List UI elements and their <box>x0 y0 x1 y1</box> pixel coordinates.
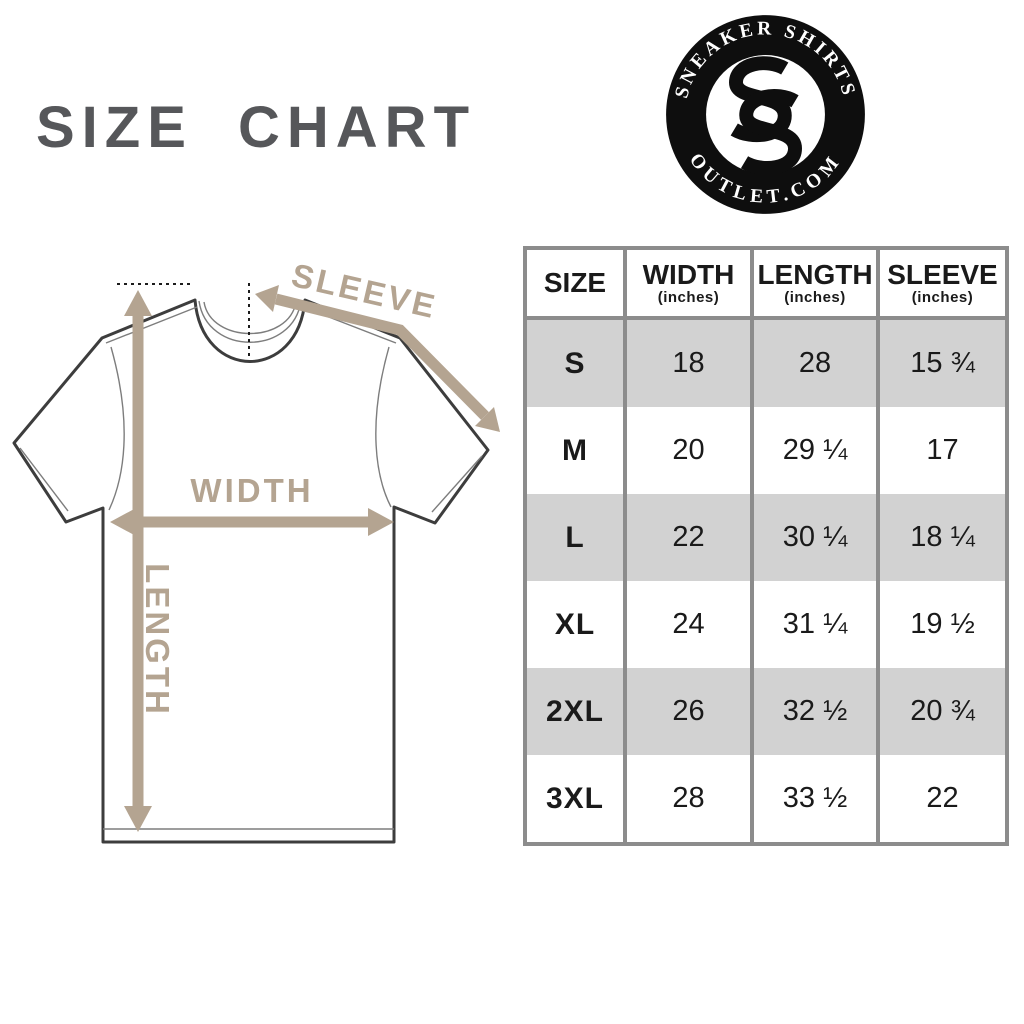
column-header-sub: (inches) <box>911 288 974 306</box>
size-value: M <box>562 433 588 467</box>
table-row-2xl: 2XL 26 32 ½ 20 ¾ <box>525 668 1007 755</box>
sleeve-value: 19 ½ <box>876 581 1007 668</box>
fold-line-right <box>375 346 392 508</box>
length-value: 33 ½ <box>750 755 878 844</box>
tshirt-measurement-diagram: LENGTH WIDTH SLEEVE <box>12 256 500 844</box>
width-value: 26 <box>623 668 752 755</box>
column-header-width: WIDTH (inches) <box>623 248 752 320</box>
column-header-size: SIZE <box>525 248 625 320</box>
length-value: 28 <box>750 318 878 407</box>
cuff-seam-left <box>19 447 69 512</box>
sleeve-value: 22 <box>876 755 1007 844</box>
logo-inner-circle <box>706 55 825 174</box>
cuff-seam-right <box>431 455 483 513</box>
width-value: 28 <box>623 755 752 844</box>
length-value: 30 ¼ <box>750 494 878 581</box>
width-arrow <box>110 508 394 536</box>
column-header-sleeve: SLEEVE (inches) <box>876 248 1007 320</box>
brand-logo: SNEAKER SHIRTS OUTLET.COM <box>666 15 865 214</box>
length-value: 32 ½ <box>750 668 878 755</box>
size-value: 3XL <box>545 781 605 815</box>
column-header-label: LENGTH <box>757 259 873 291</box>
column-header-sub: (inches) <box>784 288 846 306</box>
sleeve-arrow <box>255 285 500 432</box>
length-arrow <box>124 290 152 832</box>
length-value: 29 ¼ <box>750 407 878 494</box>
collar-seam <box>198 300 302 343</box>
sleeve-value: 18 ¼ <box>876 494 1007 581</box>
sleeve-value: 17 <box>876 407 1007 494</box>
width-value: 18 <box>623 318 752 407</box>
width-value: 22 <box>623 494 752 581</box>
table-row-s: S 18 28 15 ¾ <box>525 318 1007 407</box>
column-header-length: LENGTH (inches) <box>750 248 878 320</box>
page-title: SIZE CHART <box>36 95 476 160</box>
width-label: WIDTH <box>190 472 313 509</box>
table-row-l: L 22 30 ¼ 18 ¼ <box>525 494 1007 581</box>
size-value: L <box>565 520 585 554</box>
column-header-sub: (inches) <box>657 288 720 306</box>
length-label: LENGTH <box>139 563 176 717</box>
table-row-m: M 20 29 ¼ 17 <box>525 407 1007 494</box>
fold-line-left <box>108 346 125 511</box>
sleeve-value: 15 ¾ <box>876 318 1007 407</box>
sleeve-value: 20 ¾ <box>876 668 1007 755</box>
table-row-3xl: 3XL 28 33 ½ 22 <box>525 755 1007 844</box>
width-value: 24 <box>623 581 752 668</box>
header-row: SIZE WIDTH (inches) LENGTH (inches) SLEE… <box>525 248 1007 320</box>
size-value: XL <box>554 607 596 641</box>
column-header-label: WIDTH <box>642 259 735 291</box>
tshirt-outline <box>12 298 490 844</box>
column-header-label: SLEEVE <box>887 259 998 291</box>
table-row-xl: XL 24 31 ¼ 19 ½ <box>525 581 1007 668</box>
size-value: 2XL <box>545 694 605 728</box>
column-header-label: SIZE <box>543 267 607 299</box>
size-value: S <box>564 346 586 380</box>
length-value: 31 ¼ <box>750 581 878 668</box>
size-chart-table: SIZE WIDTH (inches) LENGTH (inches) SLEE… <box>523 246 1009 846</box>
shoulder-seam-left <box>105 306 198 344</box>
ss-monogram-icon <box>729 56 802 175</box>
width-value: 20 <box>623 407 752 494</box>
